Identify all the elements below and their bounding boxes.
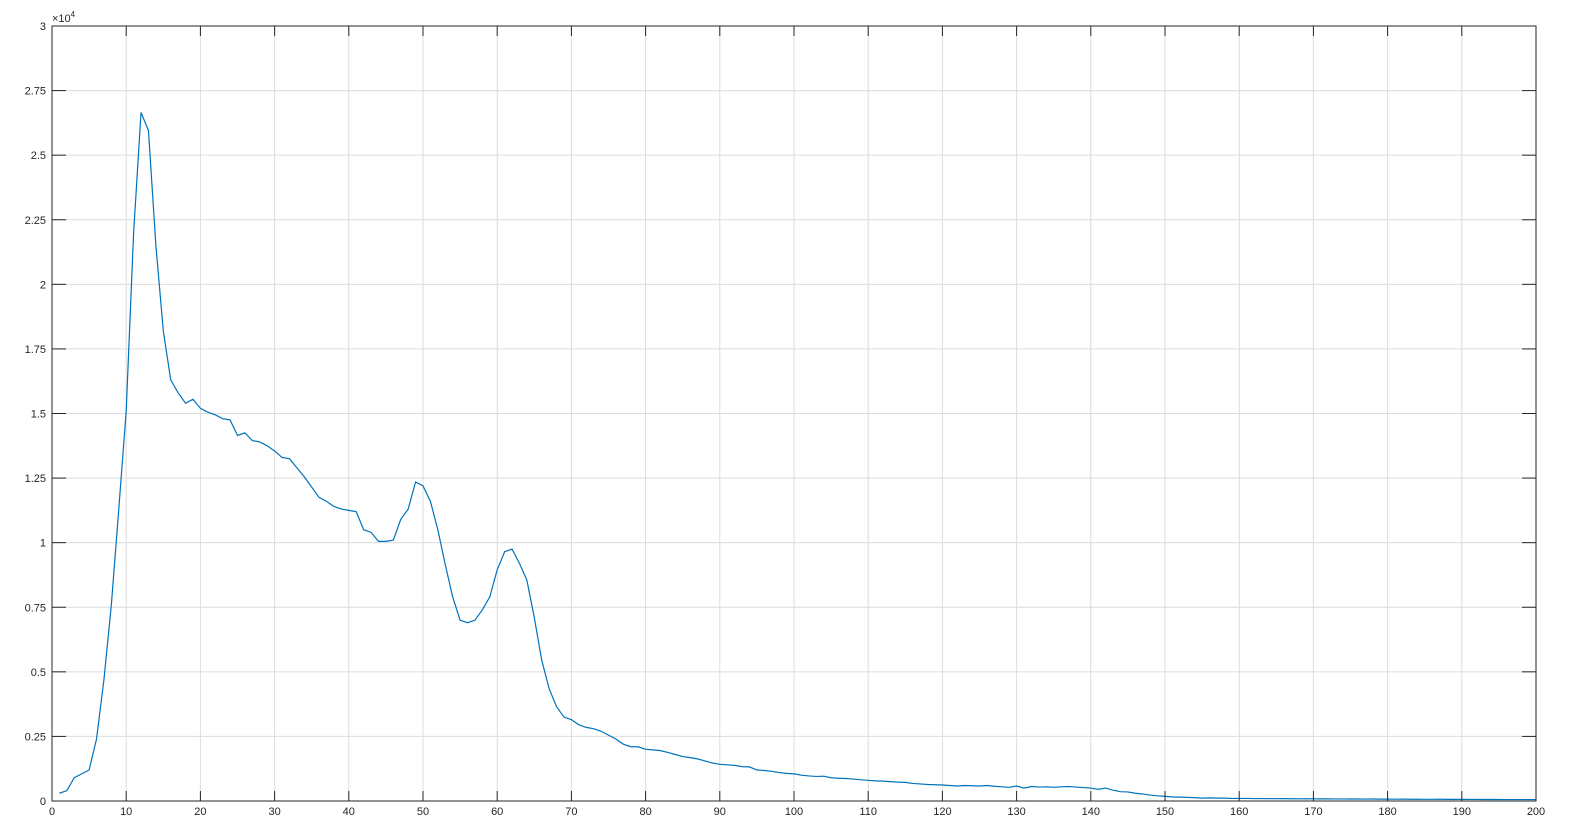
y-tick-label: 2.75 [25, 86, 46, 98]
x-tick-label: 200 [1527, 806, 1545, 818]
x-tick-label: 70 [565, 806, 577, 818]
x-tick-label: 150 [1156, 806, 1174, 818]
y-tick-label: 2 [40, 279, 46, 291]
x-tick-label: 130 [1007, 806, 1025, 818]
y-tick-label: 0 [40, 796, 46, 808]
x-tick-label: 180 [1378, 806, 1396, 818]
ticks [51, 25, 1537, 802]
x-tick-label: 190 [1453, 806, 1471, 818]
y-tick-label: 1.5 [31, 409, 46, 421]
x-tick-label: 170 [1304, 806, 1322, 818]
x-tick-label: 10 [120, 806, 132, 818]
x-tick-label: 110 [859, 806, 877, 818]
series-line [59, 112, 1536, 801]
grid [51, 25, 1537, 802]
tick-labels: 0 10 20 30 40 50 60 70 80 90 100 110 120 130 140 150 160… [25, 21, 1546, 818]
x-tick-label: 120 [933, 806, 951, 818]
x-tick-label: 140 [1082, 806, 1100, 818]
y-exponent-label: ×104 [52, 10, 76, 25]
x-tick-label: 60 [491, 806, 503, 818]
x-tick-label: 80 [639, 806, 651, 818]
y-tick-label: 1.75 [25, 344, 46, 356]
x-tick-label: 90 [714, 806, 726, 818]
y-tick-label: 0.5 [31, 667, 46, 679]
y-tick-label: 1.25 [25, 473, 46, 485]
y-tick-label: 0.25 [25, 731, 46, 743]
x-tick-label: 50 [417, 806, 429, 818]
x-tick-label: 20 [194, 806, 206, 818]
y-tick-label: 2.5 [31, 150, 46, 162]
x-tick-label: 100 [785, 806, 803, 818]
x-tick-label: 160 [1230, 806, 1248, 818]
y-tick-label: 2.25 [25, 215, 46, 227]
y-tick-label: 0.75 [25, 602, 46, 614]
x-tick-label: 0 [49, 806, 55, 818]
y-tick-label: 1 [40, 538, 46, 550]
x-tick-label: 40 [343, 806, 355, 818]
x-tick-label: 30 [268, 806, 280, 818]
y-tick-label: 3 [40, 21, 46, 33]
